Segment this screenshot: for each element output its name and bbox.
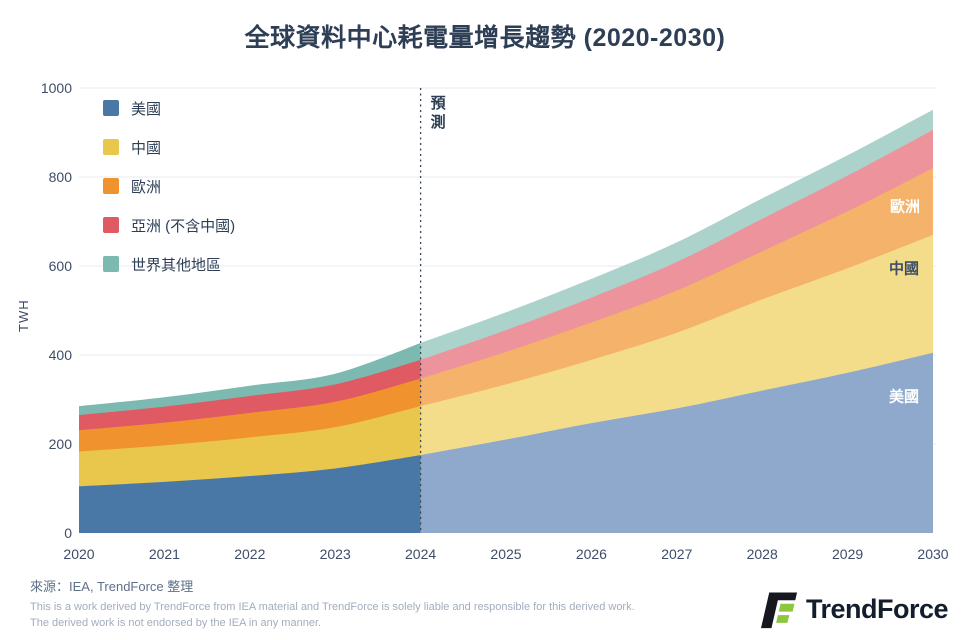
legend-label-2: 歐洲 bbox=[131, 178, 162, 196]
area-usa-historical bbox=[79, 455, 421, 533]
y-axis-tick-0: 0 bbox=[64, 525, 72, 541]
x-axis-tick-2026: 2026 bbox=[575, 546, 607, 562]
x-axis-tick-2027: 2027 bbox=[661, 546, 693, 562]
legend-item-0: 美國 bbox=[103, 95, 235, 121]
trendforce-logo-icon bbox=[760, 592, 797, 629]
area-label-europe: 歐洲 bbox=[889, 198, 921, 216]
x-axis-tick-2022: 2022 bbox=[234, 546, 266, 562]
legend-swatch-4 bbox=[103, 256, 119, 272]
legend-label-0: 美國 bbox=[131, 100, 162, 118]
area-label-china: 中國 bbox=[888, 260, 920, 278]
y-axis-tick-600: 600 bbox=[48, 258, 72, 274]
x-axis-tick-2028: 2028 bbox=[746, 546, 778, 562]
chart-legend: 美國中國歐洲亞洲 (不含中國) 世界其他地區 bbox=[103, 95, 235, 290]
y-axis-title: TWH bbox=[16, 299, 31, 332]
x-axis-tick-2020: 2020 bbox=[63, 546, 95, 562]
disclaimer-line-1: This is a work derived by TrendForce fro… bbox=[30, 601, 635, 613]
legend-label-3: 亞洲 (不含中國) bbox=[131, 217, 236, 235]
x-axis-tick-2030: 2030 bbox=[917, 546, 949, 562]
legend-swatch-2 bbox=[103, 178, 119, 194]
legend-swatch-3 bbox=[103, 217, 119, 233]
area-label-usa: 美國 bbox=[888, 388, 920, 406]
legend-item-3: 亞洲 (不含中國) bbox=[103, 212, 235, 238]
trendforce-logo: TrendForce bbox=[757, 588, 949, 630]
y-axis-tick-400: 400 bbox=[48, 347, 72, 363]
x-axis-tick-2021: 2021 bbox=[148, 546, 180, 562]
legend-item-4: 世界其他地區 bbox=[103, 251, 235, 277]
legend-swatch-0 bbox=[103, 100, 119, 116]
x-axis-tick-2024: 2024 bbox=[405, 546, 437, 562]
legend-label-1: 中國 bbox=[131, 139, 162, 157]
area-usa-forecast bbox=[420, 352, 934, 533]
legend-item-1: 中國 bbox=[103, 134, 235, 160]
legend-item-2: 歐洲 bbox=[103, 173, 235, 199]
x-axis-tick-2029: 2029 bbox=[832, 546, 864, 562]
y-axis-tick-800: 800 bbox=[48, 169, 72, 185]
disclaimer-line-2: The derived work is not endorsed by the … bbox=[30, 617, 322, 629]
y-axis-tick-200: 200 bbox=[48, 436, 72, 452]
x-axis-tick-2025: 2025 bbox=[490, 546, 522, 562]
legend-label-4: 世界其他地區 bbox=[131, 256, 222, 274]
source-note: 來源：IEA, TrendForce 整理 bbox=[30, 579, 194, 594]
trendforce-logo-text: TrendForce bbox=[805, 593, 949, 624]
x-axis-tick-2023: 2023 bbox=[319, 546, 351, 562]
forecast-annotation: 預測 bbox=[428, 95, 446, 133]
chart-title: 全球資料中心耗電量增長趨勢 (2020-2030) bbox=[244, 24, 726, 52]
y-axis-tick-1000: 1000 bbox=[40, 80, 72, 96]
legend-swatch-1 bbox=[103, 139, 119, 155]
